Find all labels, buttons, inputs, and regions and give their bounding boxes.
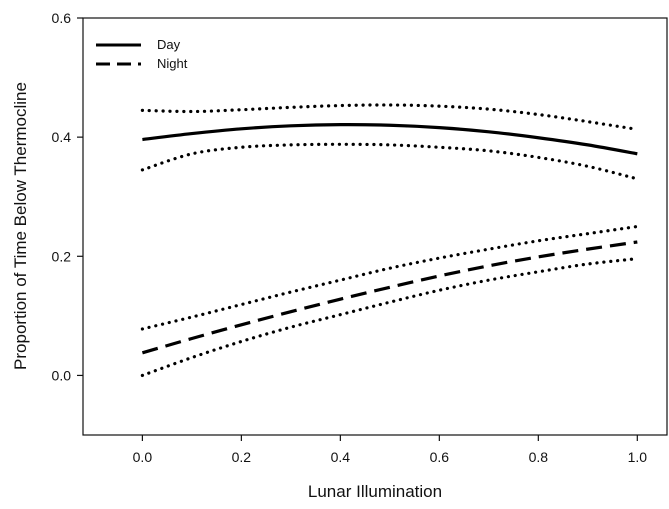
ci-lower-day [140, 142, 639, 181]
ci-lower-night [140, 257, 639, 378]
legend-label-day: Day [157, 37, 181, 52]
confidence-bands [140, 103, 639, 378]
y-tick-label: 0.2 [52, 248, 72, 264]
x-tick-label: 0.6 [430, 449, 450, 465]
x-tick-label: 0.8 [529, 449, 549, 465]
y-tick-label: 0.6 [52, 10, 72, 26]
y-tick-label: 0.0 [52, 367, 72, 383]
x-axis-title: Lunar Illumination [308, 482, 442, 501]
x-tick-label: 0.2 [232, 449, 252, 465]
ci-upper-night [140, 224, 639, 331]
series-line-day [142, 123, 638, 156]
x-tick-label: 1.0 [628, 449, 648, 465]
series-lines [141, 123, 638, 355]
legend: Day Night [96, 37, 188, 71]
y-axis-title: Proportion of Time Below Thermocline [11, 82, 30, 370]
legend-label-night: Night [157, 56, 188, 71]
ci-upper-day [140, 103, 639, 131]
ticks-layer: 0.0 0.2 0.4 0.6 0.8 1.0 0.0 0.2 0.4 0.6 [52, 10, 648, 465]
y-tick-label: 0.4 [52, 129, 72, 145]
series-line-night [141, 240, 638, 355]
x-tick-label: 0.0 [133, 449, 153, 465]
plot-frame [82, 17, 668, 436]
x-tick-label: 0.4 [331, 449, 351, 465]
